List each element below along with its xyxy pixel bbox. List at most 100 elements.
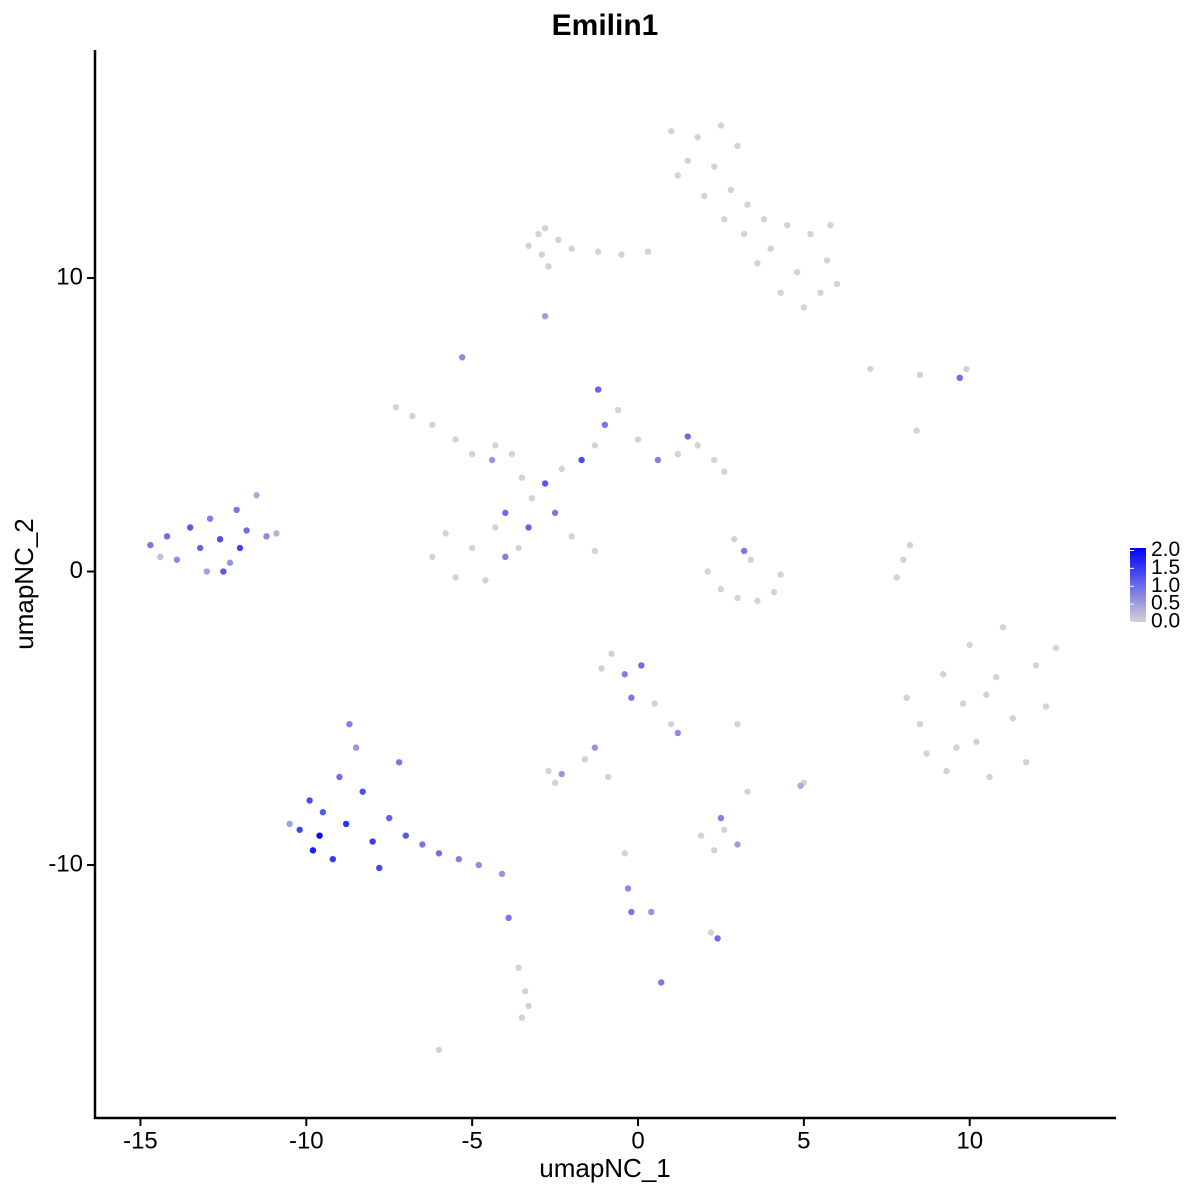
point xyxy=(777,571,784,578)
x-tick-label: -10 xyxy=(289,1127,324,1154)
point xyxy=(966,641,973,649)
point xyxy=(392,403,400,411)
point xyxy=(455,855,463,863)
point xyxy=(684,157,691,164)
point xyxy=(243,527,250,534)
point xyxy=(402,832,410,839)
point xyxy=(319,808,327,816)
point xyxy=(734,594,741,602)
point xyxy=(568,533,575,540)
point xyxy=(253,492,260,499)
point xyxy=(558,465,565,473)
point xyxy=(525,242,532,249)
point xyxy=(1032,662,1040,669)
point xyxy=(711,163,718,170)
point xyxy=(359,788,366,795)
point xyxy=(694,442,701,449)
point xyxy=(309,847,317,854)
point xyxy=(515,964,522,971)
point xyxy=(163,533,171,540)
point xyxy=(419,841,426,848)
point xyxy=(734,841,741,848)
colorbar-tick-label: 0.5 xyxy=(1151,592,1180,615)
point xyxy=(674,450,682,458)
point xyxy=(651,700,658,707)
point xyxy=(492,524,499,531)
point xyxy=(777,289,784,296)
point xyxy=(714,935,721,942)
point xyxy=(717,122,725,129)
point xyxy=(959,700,967,707)
point xyxy=(614,406,622,414)
point xyxy=(973,738,980,745)
y-axis-title: umapNC_2 xyxy=(9,518,39,650)
colorbar-tick-label: 2.0 xyxy=(1151,538,1180,561)
point xyxy=(727,186,735,194)
point xyxy=(618,251,625,258)
x-tick-label: -5 xyxy=(461,1127,482,1154)
point xyxy=(754,260,761,267)
colorbar-tick-label: 1.0 xyxy=(1151,574,1180,597)
point xyxy=(701,192,708,200)
point xyxy=(993,673,1000,681)
point xyxy=(342,820,350,828)
point xyxy=(515,544,522,552)
point xyxy=(734,720,741,728)
point xyxy=(674,172,682,179)
point xyxy=(468,450,476,458)
point xyxy=(770,588,778,596)
point xyxy=(369,838,376,845)
point xyxy=(336,773,343,781)
point xyxy=(638,662,645,669)
colorbar-tick-label: 0.0 xyxy=(1151,610,1180,633)
point xyxy=(236,544,244,552)
point xyxy=(226,559,234,566)
point xyxy=(986,773,993,781)
point xyxy=(711,456,718,464)
point xyxy=(558,770,565,778)
point xyxy=(624,885,632,892)
colorbar-tick-label: 1.5 xyxy=(1151,556,1180,579)
point xyxy=(505,914,512,922)
point xyxy=(555,236,562,244)
point xyxy=(316,832,323,839)
point xyxy=(541,312,549,320)
point xyxy=(306,797,313,804)
point xyxy=(187,524,194,531)
point xyxy=(273,530,280,537)
point xyxy=(707,929,715,936)
point xyxy=(147,541,154,549)
point xyxy=(654,456,662,464)
point xyxy=(409,412,416,420)
point xyxy=(395,759,403,766)
point xyxy=(435,1046,443,1054)
point xyxy=(747,556,754,563)
point xyxy=(740,547,748,555)
point xyxy=(648,908,655,916)
point xyxy=(667,128,675,135)
point xyxy=(903,694,910,701)
point xyxy=(731,536,738,543)
point xyxy=(827,222,834,229)
point xyxy=(203,568,210,575)
point xyxy=(604,773,612,781)
point xyxy=(518,474,526,481)
point xyxy=(1022,759,1030,766)
point xyxy=(797,782,804,789)
point xyxy=(196,544,204,552)
point xyxy=(541,480,549,487)
point xyxy=(644,248,652,255)
point xyxy=(452,574,459,581)
point xyxy=(867,365,874,373)
y-tick-label: -10 xyxy=(48,850,83,877)
point xyxy=(386,814,393,822)
point xyxy=(628,908,635,916)
point xyxy=(551,509,559,517)
point xyxy=(744,788,751,795)
point xyxy=(740,230,748,238)
point xyxy=(721,216,728,223)
point xyxy=(684,433,691,440)
point xyxy=(634,436,642,443)
point xyxy=(206,515,214,522)
point xyxy=(551,779,559,787)
